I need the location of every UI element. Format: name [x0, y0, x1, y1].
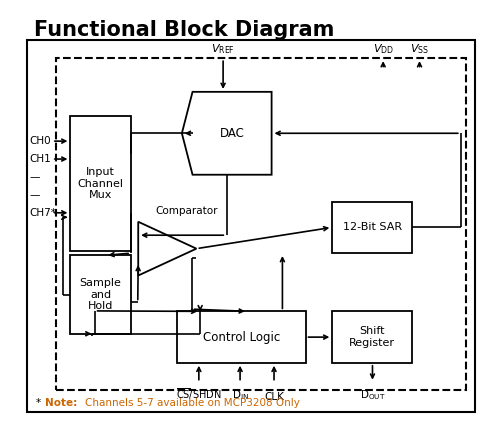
Text: Functional Block Diagram: Functional Block Diagram: [34, 20, 333, 40]
Text: D$_{\mathrm{OUT}}$: D$_{\mathrm{OUT}}$: [359, 388, 384, 402]
Text: $V_{\mathregular{SS}}$: $V_{\mathregular{SS}}$: [409, 43, 428, 56]
Text: CH7*: CH7*: [29, 208, 56, 218]
Bar: [27, 40, 474, 412]
Text: CH1: CH1: [29, 154, 51, 164]
Text: Channels 5-7 available on MCP3208 Only: Channels 5-7 available on MCP3208 Only: [85, 398, 299, 408]
Text: 12-Bit SAR: 12-Bit SAR: [342, 222, 401, 233]
Text: $V_{\mathregular{DD}}$: $V_{\mathregular{DD}}$: [372, 43, 393, 56]
Text: Sample
and
Hold: Sample and Hold: [79, 278, 121, 311]
Text: DAC: DAC: [219, 127, 244, 140]
Bar: [332, 311, 411, 363]
Text: Input
Channel
Mux: Input Channel Mux: [77, 167, 123, 200]
Polygon shape: [138, 222, 196, 276]
Text: Shift
Register: Shift Register: [348, 326, 394, 348]
Bar: [56, 58, 465, 390]
Bar: [332, 202, 411, 253]
Text: Note:: Note:: [45, 398, 76, 408]
Text: $V_{\mathregular{REF}}$: $V_{\mathregular{REF}}$: [211, 42, 235, 56]
Bar: [70, 255, 131, 334]
Text: CLK: CLK: [264, 392, 283, 402]
Text: $\overline{\mathrm{CS}}$/SHDN: $\overline{\mathrm{CS}}$/SHDN: [176, 387, 221, 402]
Text: Control Logic: Control Logic: [202, 331, 279, 344]
Bar: [70, 116, 131, 251]
Text: D$_{\mathrm{IN}}$: D$_{\mathrm{IN}}$: [231, 388, 248, 402]
Polygon shape: [182, 92, 271, 175]
Text: *: *: [36, 398, 45, 408]
Text: CH0: CH0: [29, 136, 51, 146]
Bar: [177, 311, 305, 363]
Text: —: —: [29, 190, 39, 200]
Text: —: —: [29, 172, 39, 182]
Text: Comparator: Comparator: [155, 207, 217, 216]
